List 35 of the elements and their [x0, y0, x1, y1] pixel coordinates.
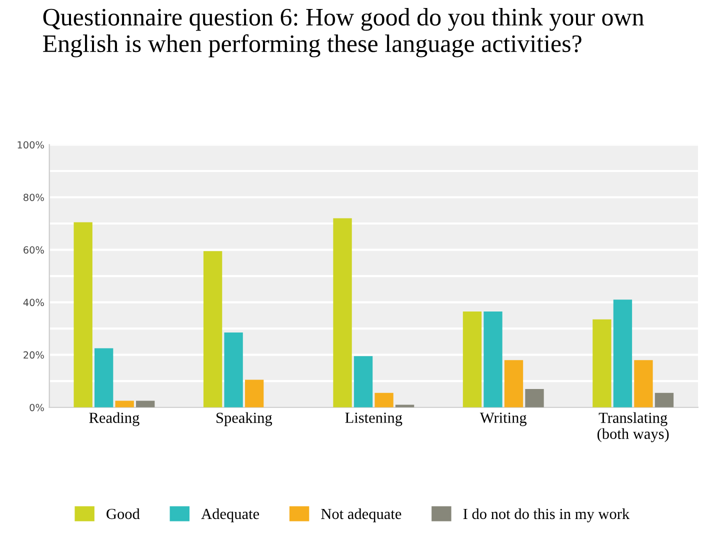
y-tick-label: 60% — [24, 246, 44, 254]
bar — [354, 356, 373, 408]
legend-label: Adequate — [201, 508, 260, 522]
bar — [592, 319, 612, 408]
bar — [374, 392, 394, 408]
bar — [504, 360, 524, 408]
bar — [634, 360, 653, 408]
legend-label: Good — [106, 508, 140, 520]
y-tick-label: 0% — [30, 404, 44, 412]
chart-title: Questionnaire question 6: How good do you think your own English is when performing these language activities? — [43, 8, 644, 58]
x-tick-label: Writing — [480, 412, 527, 426]
y-tick-label: 80% — [24, 194, 44, 202]
y-tick-label: 100% — [18, 141, 44, 149]
bar — [115, 400, 134, 408]
x-tick-label: Listening — [345, 412, 402, 426]
bar — [654, 392, 674, 408]
x-tick-label: Speaking — [216, 412, 272, 426]
bar — [395, 404, 414, 408]
bar — [613, 300, 632, 408]
x-tick-label: Translating (both ways) — [597, 412, 669, 442]
bar — [136, 400, 155, 408]
legend-label: I do not do this in my work — [463, 508, 630, 522]
x-tick-label: Reading — [89, 412, 140, 426]
bar — [203, 251, 222, 408]
bar — [94, 348, 114, 408]
bar — [244, 380, 264, 408]
bar — [525, 388, 544, 408]
bar — [224, 332, 243, 408]
legend-label: Not adequate — [321, 508, 402, 522]
bar — [333, 218, 352, 408]
bar — [74, 222, 92, 408]
bar — [462, 311, 482, 408]
y-tick-label: 40% — [23, 298, 44, 306]
y-tick-label: 20% — [24, 351, 44, 359]
bar — [484, 311, 502, 408]
